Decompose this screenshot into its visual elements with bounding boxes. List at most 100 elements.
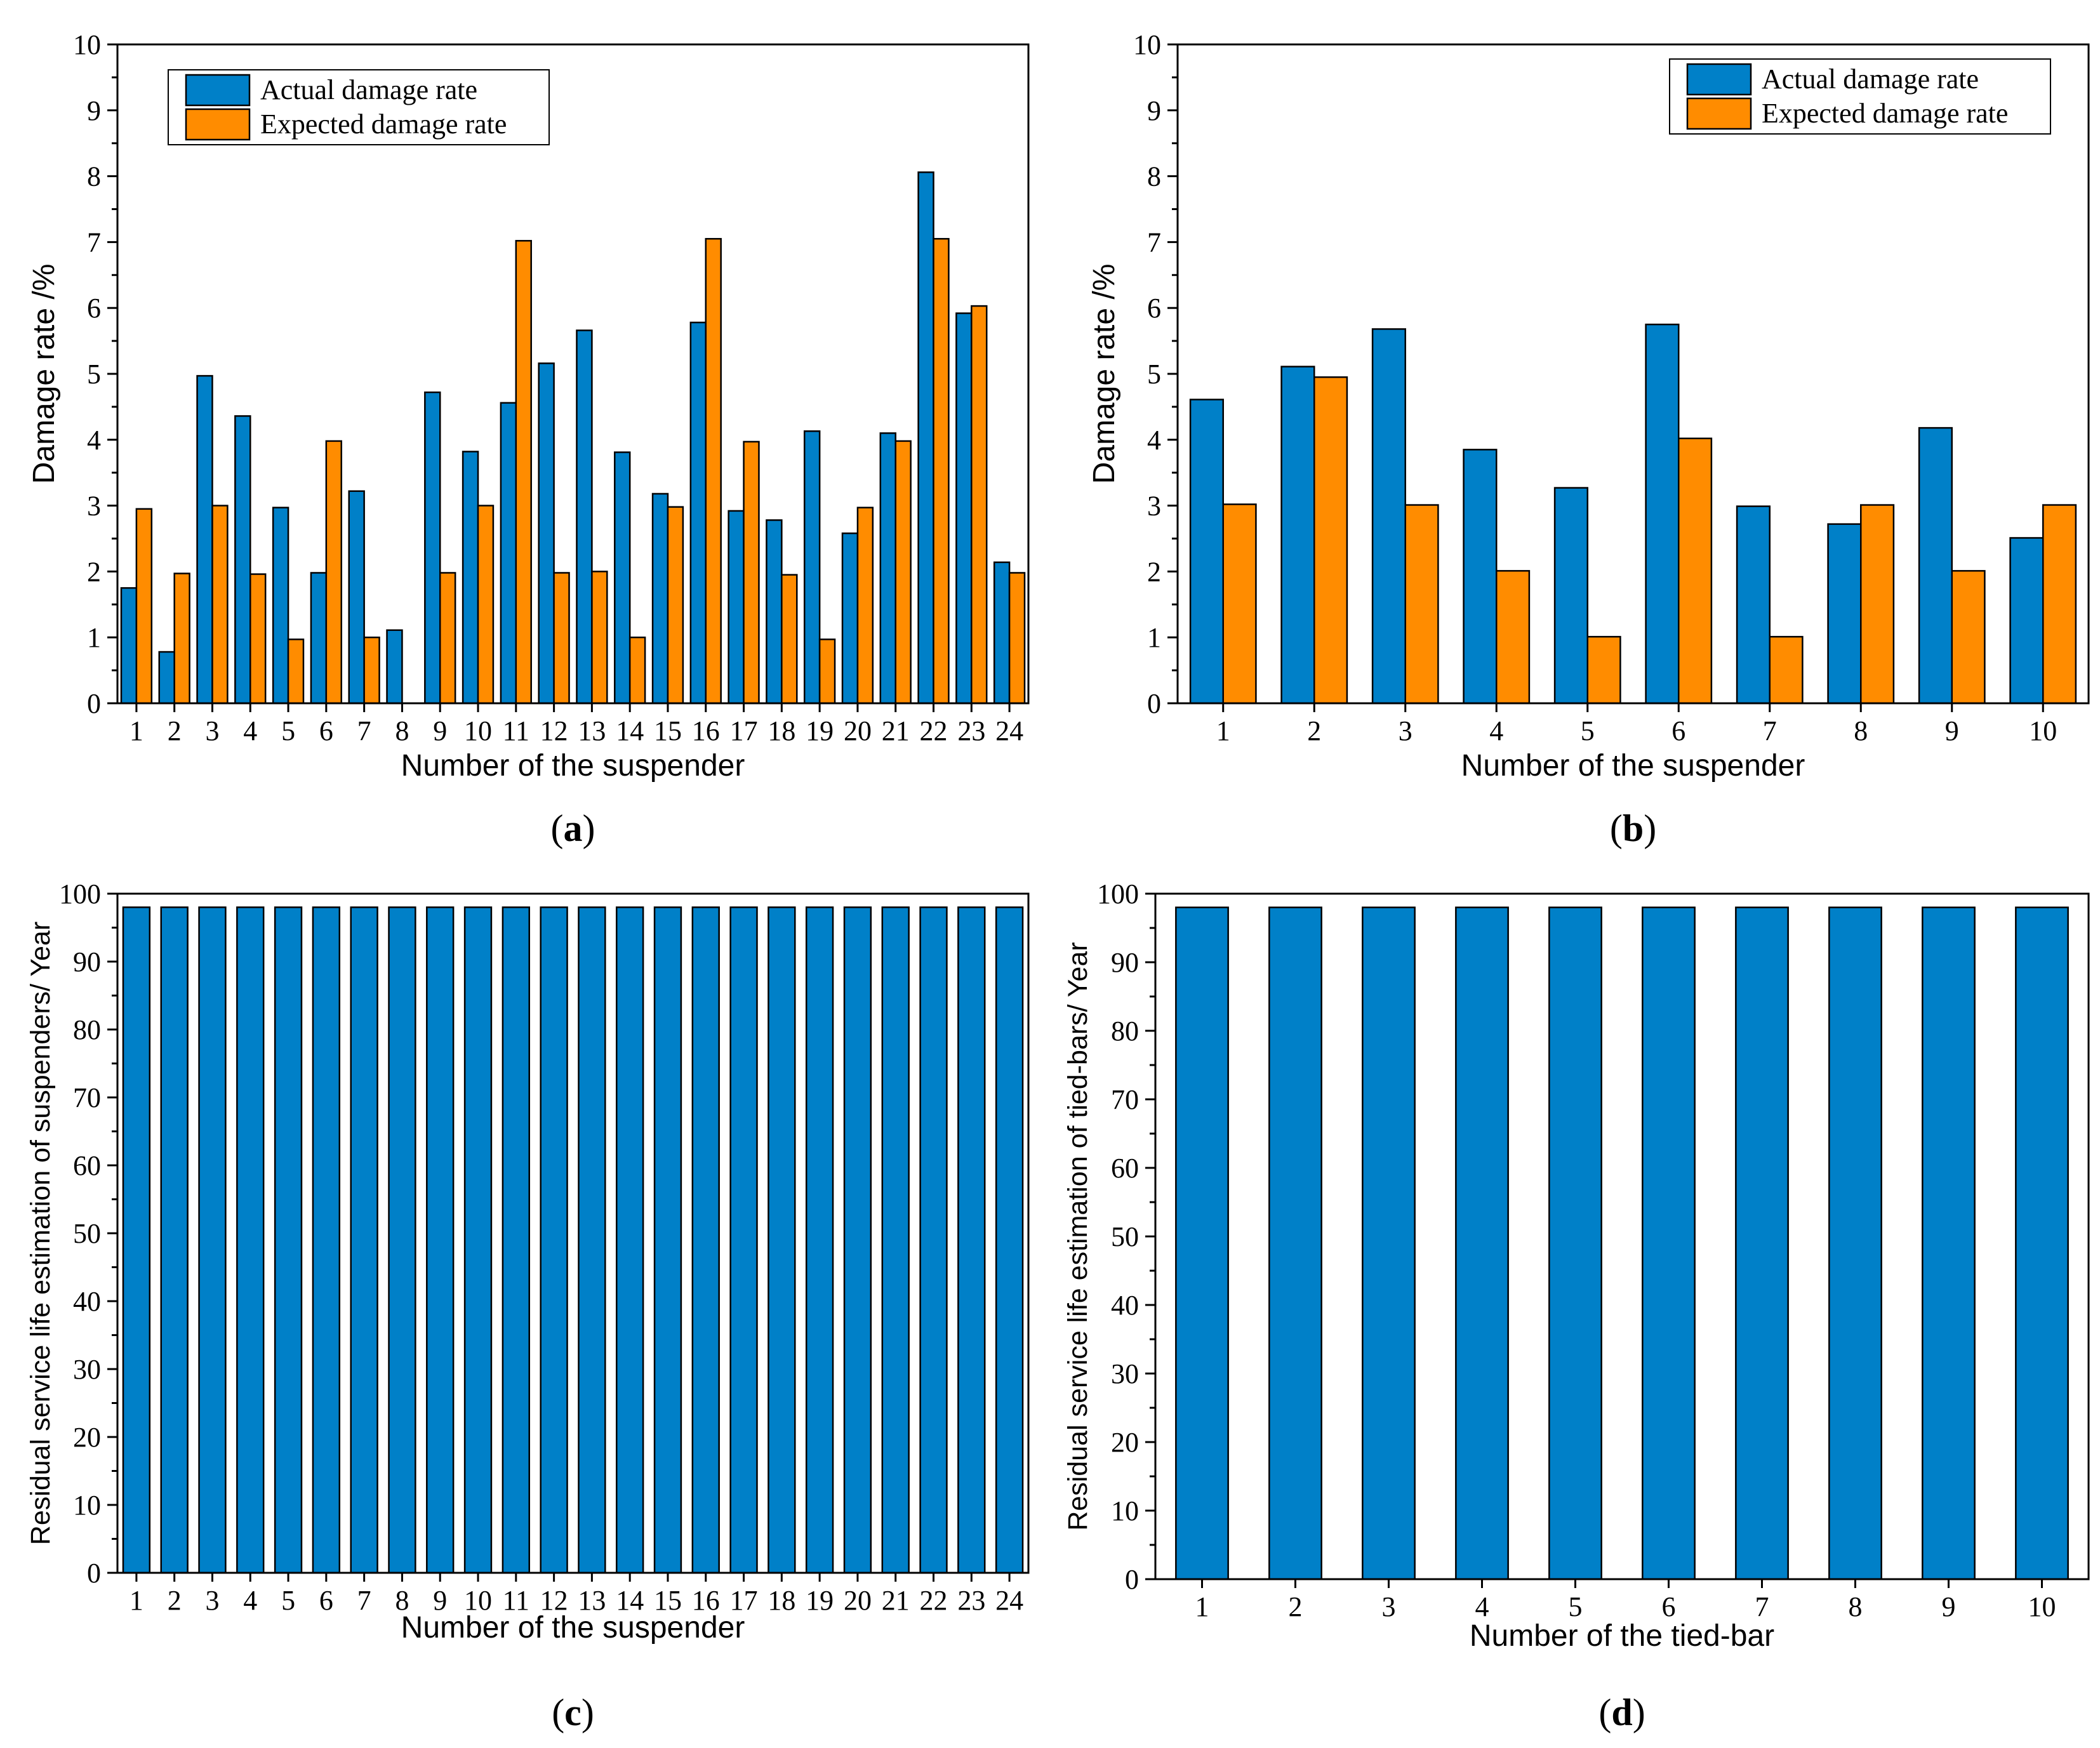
x-tick-label: 9 (433, 715, 447, 746)
y-tick-label: 30 (1111, 1358, 1139, 1389)
y-tick-label: 20 (1111, 1427, 1139, 1458)
x-tick-label: 13 (578, 1585, 606, 1616)
x-tick-label: 2 (168, 715, 182, 746)
y-tick-label: 9 (1147, 95, 1161, 126)
bar (463, 906, 493, 1574)
y-tick-label: 90 (73, 946, 101, 977)
x-tick-label: 4 (243, 715, 257, 746)
bar (781, 574, 798, 705)
bar (2009, 537, 2044, 705)
bar (350, 906, 378, 1574)
bar (591, 571, 608, 705)
x-tick-label: 21 (882, 715, 910, 746)
y-tick-label: 70 (1111, 1084, 1139, 1115)
legend-label: Expected damage rate (1762, 98, 2008, 129)
bar (135, 508, 153, 705)
bar (1268, 906, 1322, 1580)
legend-swatch (185, 108, 251, 141)
x-tick-label: 2 (1289, 1591, 1303, 1622)
x-tick-label: 1 (1195, 1591, 1209, 1622)
x-tick-label: 3 (205, 1585, 219, 1616)
y-tick-label: 4 (87, 425, 101, 456)
bar (348, 490, 365, 705)
x-tick-label: 19 (806, 1585, 834, 1616)
panel-label: (a) (551, 807, 595, 849)
x-tick-label: 23 (957, 715, 985, 746)
bar (1828, 906, 1882, 1580)
y-tick-label: 3 (87, 491, 101, 522)
x-tick-label: 11 (503, 1585, 529, 1616)
x-tick-label: 19 (806, 715, 834, 746)
bar (805, 906, 834, 1574)
bar (881, 906, 910, 1574)
y-tick-label: 40 (73, 1286, 101, 1317)
x-tick-label: 7 (357, 715, 371, 746)
bar (651, 493, 669, 705)
legend-label: Expected damage rate (260, 109, 507, 140)
bar (667, 506, 684, 705)
x-axis-title: Number of the tied-bar (1470, 1619, 1774, 1653)
y-tick-label: 70 (73, 1082, 101, 1113)
x-tick-label: 3 (1399, 715, 1412, 746)
bar (1951, 570, 1986, 705)
bar (1008, 572, 1026, 705)
y-tick-label: 2 (87, 556, 101, 587)
bar (274, 906, 303, 1574)
bar (1827, 523, 1862, 705)
legend-swatch (1686, 63, 1752, 96)
x-tick-label: 23 (957, 1585, 985, 1616)
y-tick-label: 5 (1147, 359, 1161, 390)
bar (477, 505, 495, 705)
bar (628, 636, 646, 705)
x-tick-label: 16 (692, 715, 720, 746)
bar (768, 906, 796, 1574)
x-tick-label: 6 (319, 715, 333, 746)
y-axis-title: Residual service life estimation of tied… (1063, 942, 1093, 1530)
bar (653, 906, 682, 1574)
x-tick-label: 4 (243, 1585, 257, 1616)
x-tick-label: 3 (1382, 1591, 1396, 1622)
x-tick-label: 21 (882, 1585, 910, 1616)
y-tick-label: 50 (1111, 1221, 1139, 1252)
bar (616, 906, 644, 1574)
x-tick-label: 18 (768, 715, 795, 746)
y-tick-label: 50 (73, 1218, 101, 1249)
legend-label: Actual damage rate (1762, 63, 1979, 95)
x-tick-label: 6 (1662, 1591, 1676, 1622)
y-tick-label: 8 (1147, 161, 1161, 192)
bar-series-actual (1175, 906, 2069, 1580)
bar (1313, 376, 1348, 705)
bar (515, 240, 532, 705)
bar (196, 374, 213, 705)
chart-panel-b: 0 1 2 3 4 5 6 7 8 9 10 1 2 3 4 5 6 7 8 9 10 Number of the sus… (1087, 29, 2090, 849)
bar (160, 906, 189, 1574)
bar (211, 505, 229, 705)
y-axis-title: Damage rate /% (1087, 264, 1121, 484)
bar (1736, 505, 1771, 705)
bar (919, 906, 948, 1574)
bar (691, 906, 720, 1574)
x-tick-label: 15 (654, 715, 682, 746)
x-tick-label: 4 (1475, 1591, 1489, 1622)
bar (803, 430, 821, 705)
bar (1860, 504, 1895, 705)
bar (158, 651, 175, 705)
bar (971, 305, 988, 705)
bar (955, 312, 973, 705)
y-tick-label: 0 (87, 1558, 101, 1589)
y-tick-label: 0 (87, 688, 101, 719)
bar-series-actual (1189, 323, 2044, 705)
legend-swatch (185, 74, 251, 107)
bar (933, 237, 950, 705)
bar (363, 636, 380, 705)
bar (1175, 906, 1229, 1580)
x-tick-label: 18 (768, 1585, 795, 1616)
y-tick-label: 5 (87, 359, 101, 390)
bar (325, 440, 343, 705)
bar (1553, 487, 1589, 705)
bar (234, 415, 251, 705)
x-tick-label: 9 (1942, 1591, 1956, 1622)
bar (957, 906, 986, 1574)
bar (879, 432, 896, 705)
